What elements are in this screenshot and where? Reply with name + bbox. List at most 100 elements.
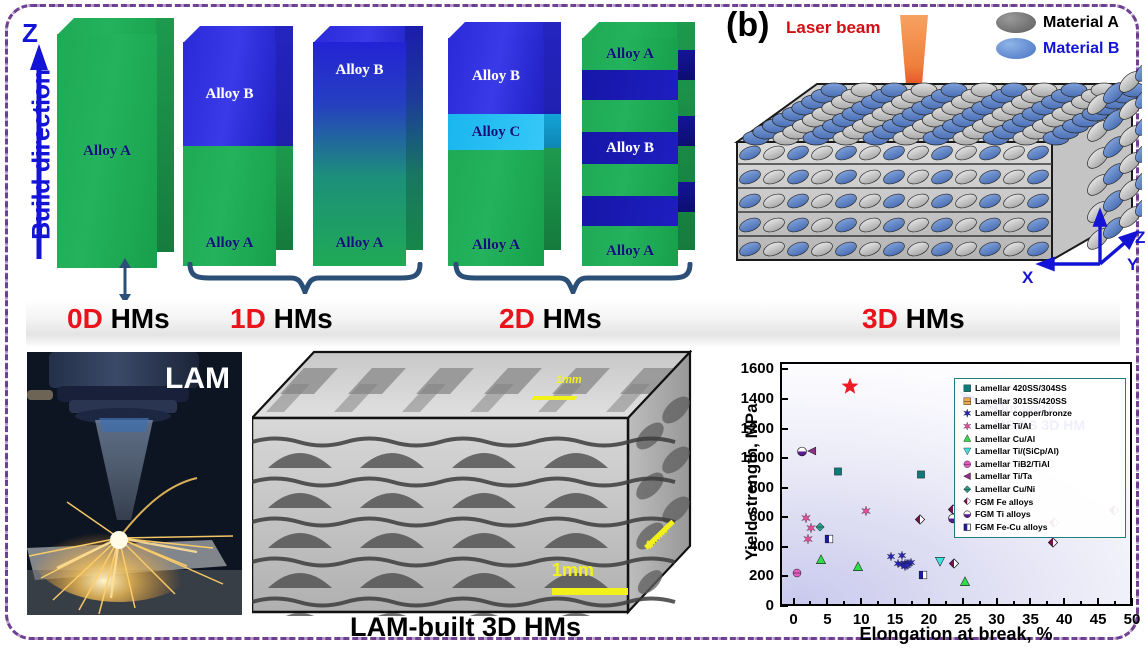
segment-label: Alloy A [606, 45, 654, 62]
x-tick-label: 20 [920, 611, 938, 628]
scale-bar-label-large: 1mm [552, 560, 595, 580]
block-top-face [448, 22, 561, 39]
block-front-face: Alloy B Alloy A [313, 42, 406, 266]
block-front-face: Alloy A [57, 34, 157, 268]
data-point [806, 520, 816, 538]
x-tick-label: 10 [852, 611, 870, 628]
legend-label: FGM Ti alloys [975, 509, 1031, 520]
block-segment: Alloy B [582, 132, 678, 164]
segment-label: Alloy A [335, 235, 384, 251]
x-tick [995, 598, 998, 606]
legend-marker-icon [959, 485, 975, 494]
dimension-arrow-icon [119, 258, 131, 304]
x-minor-tick [1080, 601, 1083, 606]
block-top-face [57, 18, 174, 35]
block-segment: Alloy B [183, 42, 276, 146]
y-tick [780, 605, 788, 607]
block-side-face [405, 26, 423, 250]
segment-label: Alloy A [205, 235, 254, 251]
block-segment [582, 196, 678, 226]
data-point [906, 554, 915, 572]
block-top-face [313, 26, 423, 43]
x-tick [1063, 598, 1066, 606]
y-tick-label: 800 [748, 478, 774, 496]
y-tick [780, 516, 788, 519]
y-tick-label: 600 [748, 508, 774, 526]
microstructure-photo: 1mm 1mm 1mm [252, 350, 692, 616]
legend-marker-icon [959, 497, 975, 506]
x-tick [860, 598, 863, 606]
x-tick-label: 5 [823, 611, 832, 628]
legend-row[interactable]: FGM Fe-Cu alloys [959, 521, 1121, 534]
legend-row[interactable]: Lamellar Ti/(SiCp/Al) [959, 445, 1121, 458]
lam-photo-graphic [27, 352, 242, 615]
legend-label: FGM Fe-Cu alloys [975, 521, 1048, 532]
legend-label: Lamellar Ti/Ta [975, 471, 1032, 482]
z-axis-letter: Z [22, 18, 38, 48]
segment-label: Alloy A [83, 142, 131, 159]
axis-label-x: X [1022, 268, 1034, 287]
block-segment [582, 70, 678, 100]
block-segment [582, 164, 678, 196]
x-tick [1029, 598, 1032, 606]
data-point [960, 574, 971, 592]
x-tick [792, 598, 795, 606]
block-2d-a: Alloy B Alloy C Alloy A [448, 22, 561, 266]
block-segment: Alloy A [57, 34, 157, 268]
build-direction-arrow [30, 44, 48, 259]
y-axis-label: Yield strength, MPa [742, 403, 761, 561]
y-tick [780, 486, 788, 489]
y-tick-label: 400 [748, 537, 774, 555]
legend-label: Lamellar Ti/Al [975, 421, 1032, 432]
x-minor-tick [1012, 601, 1015, 606]
legend-marker-icon [959, 510, 975, 519]
x-minor-tick [978, 601, 981, 606]
block-side-face-lower [543, 148, 561, 250]
segment-label: Alloy C [471, 123, 521, 140]
hms-label-1d: 1D HMs [230, 303, 333, 334]
x-tick-label: 45 [1089, 611, 1107, 628]
legend-row[interactable]: Lamellar 301SS/420SS [959, 395, 1121, 408]
y-tick-label: 200 [748, 567, 774, 585]
y-tick [780, 575, 788, 578]
3d-hm-schematic [733, 15, 1142, 272]
scale-bar-label-top: 1mm [556, 374, 582, 386]
block-front-face: Alloy A Alloy B Alloy A [582, 38, 678, 266]
material-a-label: Material A [1043, 14, 1119, 31]
legend-row[interactable]: Lamellar Cu/Ni [959, 483, 1121, 496]
legend-row[interactable]: Lamellar Ti/Ta [959, 470, 1121, 483]
legend-row[interactable]: FGM Fe alloys [959, 495, 1121, 508]
x-axis-label: Elongation at break, % [859, 624, 1053, 644]
legend-row[interactable]: Lamellar 420SS/304SS [959, 382, 1121, 395]
data-point [824, 531, 834, 549]
x-tick-label: 40 [1055, 611, 1073, 628]
block-side-stripe [677, 116, 695, 146]
x-tick-label: 15 [886, 611, 904, 628]
block-side-face [156, 18, 174, 252]
legend-row[interactable]: Lamellar Cu/Al [959, 432, 1121, 445]
legend-label: Lamellar Cu/Al [975, 433, 1036, 444]
legend-marker-icon [959, 472, 975, 481]
y-tick [780, 368, 788, 371]
legend-row[interactable]: Lamellar TiB2/TiAl [959, 458, 1121, 471]
data-point [797, 444, 808, 462]
block-side-face-mid [543, 114, 561, 148]
lam-label: LAM [165, 362, 230, 395]
chart-legend[interactable]: Lamellar 420SS/304SS Lamellar 301SS/420SS… [954, 378, 1126, 539]
y-tick-label: 1000 [740, 449, 774, 467]
segment-label: Alloy B [606, 139, 654, 156]
block-0d: Alloy A [57, 18, 174, 268]
legend-marker-icon [959, 409, 975, 418]
x-tick [927, 598, 930, 606]
block-segment: Alloy A [582, 226, 678, 266]
data-point [792, 565, 802, 583]
x-minor-tick [944, 601, 947, 606]
hms-label-3d: 3D HMs [862, 303, 965, 334]
legend-row[interactable]: Lamellar Ti/Al [959, 420, 1121, 433]
legend-row[interactable]: Lamellar copper/bronze [959, 407, 1121, 420]
y-tick [780, 457, 788, 460]
legend-label: Lamellar copper/bronze [975, 408, 1072, 419]
lam-process-photo: LAM [27, 352, 242, 615]
legend-row[interactable]: FGM Ti alloys [959, 508, 1121, 521]
x-minor-tick [1046, 601, 1049, 606]
